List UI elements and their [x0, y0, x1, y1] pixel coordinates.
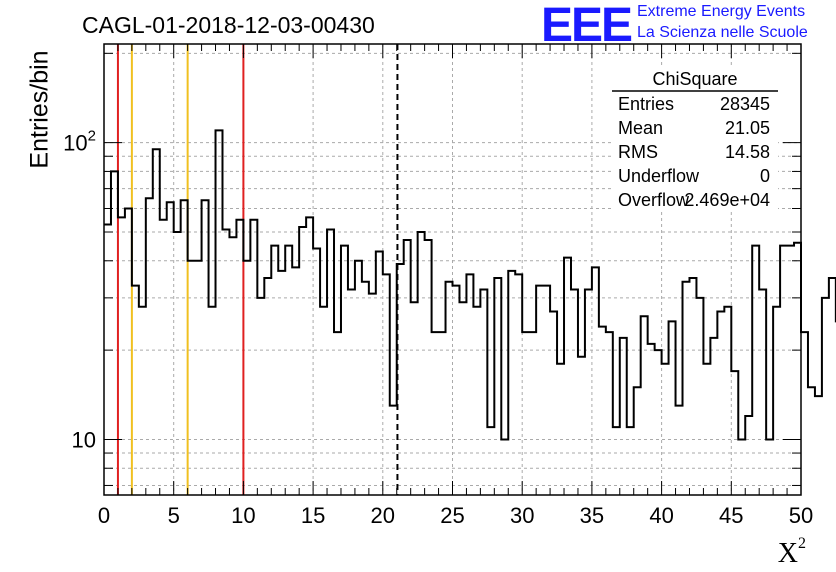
stats-label: Entries: [618, 94, 674, 114]
logo-line-2: La Scienza nelle Scuole: [637, 24, 808, 41]
eee-logo: EEE: [541, 0, 633, 52]
stats-title: ChiSquare: [652, 69, 737, 89]
stats-label: Mean: [618, 118, 663, 138]
logo-line-1: Extreme Energy Events: [637, 3, 806, 20]
x-tick-label: 30: [510, 503, 534, 528]
x-axis-label-sup: 2: [798, 534, 806, 552]
x-tick-label: 20: [371, 503, 395, 528]
x-tick-label: 45: [719, 503, 743, 528]
stats-value: 28345: [720, 94, 770, 114]
y-tick-label: 102: [63, 128, 96, 156]
x-tick-label: 50: [789, 503, 813, 528]
x-axis-label-base: X: [777, 538, 798, 569]
stats-label: Underflow: [618, 166, 700, 186]
stats-value: 0: [760, 166, 770, 186]
x-tick-label: 0: [98, 503, 110, 528]
histogram-series: [104, 129, 836, 441]
y-tick-label: 10: [72, 427, 96, 452]
x-axis-label: X2: [777, 534, 806, 570]
x-tick-label: 35: [580, 503, 604, 528]
stats-value: 21.05: [725, 118, 770, 138]
stats-label: Overflow: [618, 190, 690, 210]
x-tick-label: 40: [649, 503, 673, 528]
x-tick-label: 15: [301, 503, 325, 528]
stats-value: 14.58: [725, 142, 770, 162]
stats-label: RMS: [618, 142, 658, 162]
x-tick-label: 5: [168, 503, 180, 528]
x-tick-label: 10: [231, 503, 255, 528]
stats-value: 2.469e+04: [684, 190, 770, 210]
chart-title: CAGL-01-2018-12-03-00430: [82, 12, 375, 38]
x-tick-label: 25: [440, 503, 464, 528]
